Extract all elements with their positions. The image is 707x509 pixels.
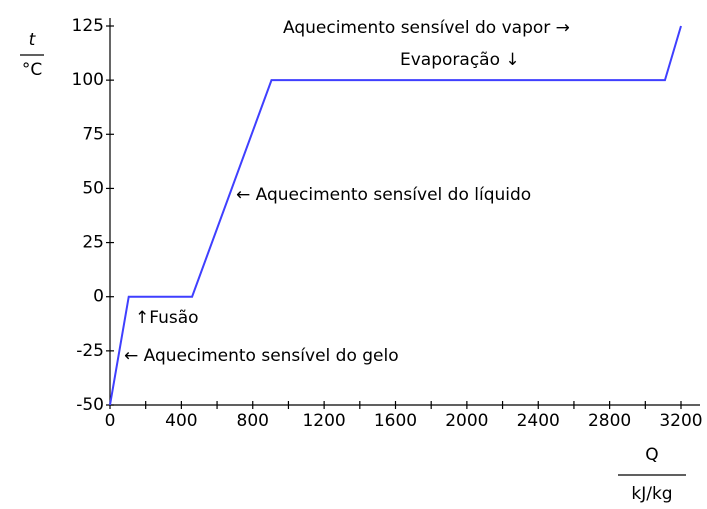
y-tick-label: 25 (82, 233, 104, 253)
x-tick-label: 1600 (374, 411, 417, 431)
y-tick-label: 50 (82, 178, 104, 198)
x-tick-label: 2800 (588, 411, 631, 431)
annotation: Aquecimento sensível do vapor → (283, 18, 570, 38)
x-tick-label: 2400 (517, 411, 560, 431)
annotation: ↑Fusão (135, 308, 199, 328)
y-tick-label: 100 (72, 70, 104, 90)
x-tick-label: 3200 (659, 411, 702, 431)
x-tick-label: 0 (105, 411, 116, 431)
x-tick-label: 800 (237, 411, 269, 431)
y-label-bottom: °C (22, 60, 42, 80)
annotation: ← Aquecimento sensível do líquido (236, 185, 531, 205)
y-tick-label: -25 (76, 341, 104, 361)
y-tick-label: -50 (76, 395, 104, 415)
x-tick-label: 2000 (445, 411, 488, 431)
x-tick-label: 1200 (302, 411, 345, 431)
y-label-top: t (29, 30, 37, 50)
y-tick-label: 75 (82, 124, 104, 144)
annotation: Evaporação ↓ (400, 50, 520, 70)
annotation: ← Aquecimento sensível do gelo (124, 346, 399, 366)
x-tick-label: 400 (165, 411, 197, 431)
y-tick-label: 125 (72, 16, 104, 36)
y-tick-label: 0 (93, 287, 104, 307)
data-line (109, 25, 682, 406)
x-label-bottom: kJ/kg (631, 484, 672, 504)
x-label-top: Q (645, 445, 658, 465)
